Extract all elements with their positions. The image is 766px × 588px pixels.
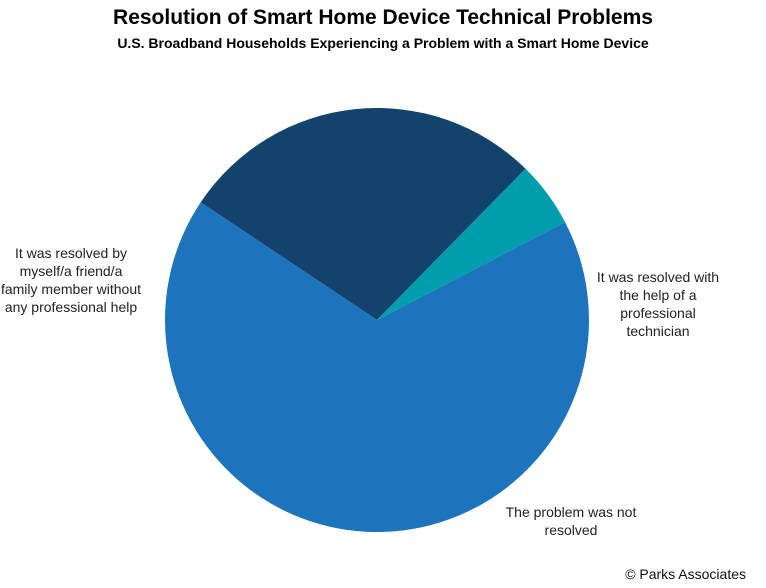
source-credit: © Parks Associates: [625, 566, 746, 582]
pie-slice-professional: [200, 108, 526, 320]
slice-label-professional: It was resolved with the help of a profe…: [596, 269, 720, 339]
slice-label-not-resolved: The problem was not resolved: [505, 504, 637, 538]
slice-label-self-resolved: It was resolved by myself/a friend/a fam…: [0, 245, 142, 315]
chart-subtitle: U.S. Broadband Households Experiencing a…: [117, 35, 649, 51]
chart-title: Resolution of Smart Home Device Technica…: [113, 6, 653, 29]
pie-slice-not-resolved: [377, 168, 566, 320]
pie-slice-self-resolved: [165, 202, 590, 532]
